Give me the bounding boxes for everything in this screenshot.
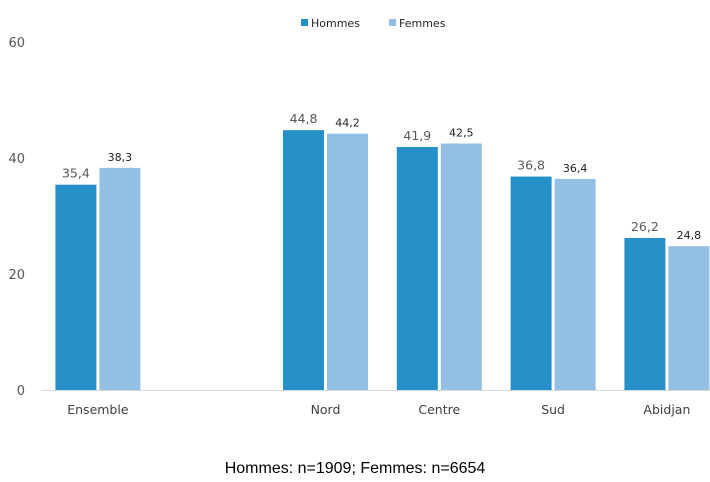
bar-femmes-abidjan [668, 246, 710, 390]
bar-femmes-sud [554, 178, 596, 390]
category-label-ensemble: Ensemble [67, 402, 129, 417]
data-label: 44,8 [290, 111, 318, 126]
bar-hommes-ensemble [55, 184, 97, 390]
y-axis-ticks: 0 20 40 60 [8, 36, 25, 399]
category-labels: Ensemble Nord Centre Sud Abidjan [67, 402, 690, 417]
legend-label-femmes: Femmes [399, 17, 446, 30]
legend-label-hommes: Hommes [311, 17, 360, 30]
data-label: 24,8 [677, 229, 702, 242]
data-label: 26,2 [631, 219, 659, 234]
bar-hommes-abidjan [624, 238, 666, 390]
data-label: 36,8 [517, 158, 545, 173]
bar-femmes-centre [440, 143, 482, 390]
data-label: 44,2 [335, 117, 360, 130]
y-tick-label: 0 [17, 384, 25, 399]
data-label: 36,4 [563, 162, 588, 175]
bar-chart: 0 20 40 60 35,4 38,3 44,8 44,2 41,9 42,5 36,8 36,4… [8, 17, 710, 417]
data-label: 41,9 [403, 128, 431, 143]
bar-femmes-ensemble [99, 167, 141, 390]
data-label: 42,5 [449, 127, 474, 140]
legend: Hommes Femmes [301, 17, 446, 30]
bar-femmes-nord [327, 133, 368, 390]
category-label-sud: Sud [541, 402, 565, 417]
sample-size-footnote: Hommes: n=1909; Femmes: n=6654 [224, 460, 486, 477]
legend-swatch-hommes [301, 19, 308, 26]
y-tick-label: 20 [8, 268, 25, 283]
category-label-abidjan: Abidjan [643, 402, 690, 417]
bar-hommes-centre [396, 146, 438, 390]
bars-group: 35,4 38,3 44,8 44,2 41,9 42,5 36,8 36,4 26,2 24,8 [55, 111, 710, 390]
legend-swatch-femmes [389, 19, 396, 26]
category-label-nord: Nord [311, 402, 341, 417]
y-tick-label: 40 [8, 152, 25, 167]
bar-hommes-nord [283, 130, 324, 390]
data-label: 38,3 [108, 151, 133, 164]
bar-hommes-sud [510, 176, 552, 390]
category-label-centre: Centre [418, 402, 460, 417]
y-tick-label: 60 [8, 36, 25, 51]
data-label: 35,4 [62, 166, 90, 181]
